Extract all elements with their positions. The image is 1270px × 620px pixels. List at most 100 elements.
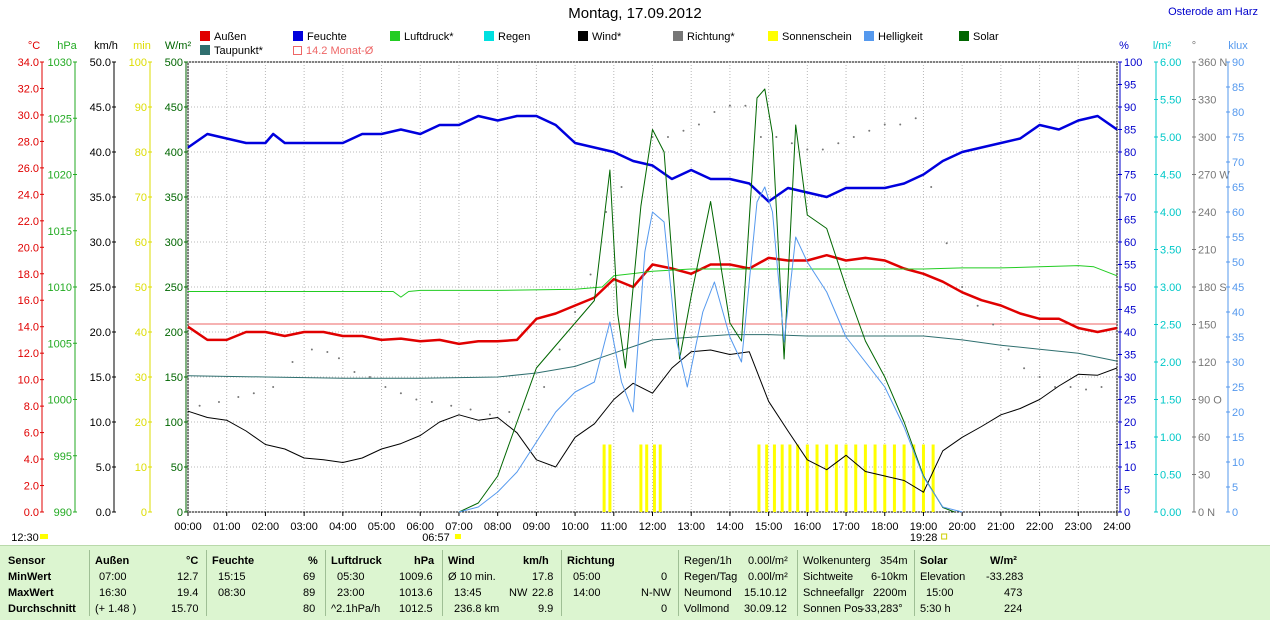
richtung-point: [713, 111, 716, 113]
axis-tick-label: 5.00: [1160, 132, 1181, 144]
axis-tick-label: 990: [54, 507, 72, 519]
sunshine-bar: [825, 444, 829, 512]
header-feuchte: Feuchte: [212, 555, 255, 567]
sunshine-bar: [788, 444, 792, 512]
legend-label: Richtung*: [687, 31, 735, 43]
axis-tick-label: 100: [129, 57, 147, 69]
axis-tick-label: 90: [1124, 102, 1136, 114]
sonnen-pos-value: -33,283°: [861, 603, 903, 615]
x-tick-label: 19:00: [910, 521, 938, 533]
richtung-point: [558, 348, 561, 351]
sunshine-bar: [757, 444, 761, 512]
richtung-max-value: N-NW: [641, 587, 671, 599]
wolkenunterg-value: 354m: [880, 555, 908, 567]
axis-tick-label: 270 W: [1198, 170, 1230, 182]
sunshine-bar: [796, 444, 800, 512]
x-tick-label: 21:00: [987, 521, 1015, 533]
legend-item: Regen: [484, 31, 530, 43]
legend-label: 14.2 Monat-Ø: [306, 45, 374, 57]
wolkenunterg-label: Wolkenunterg: [803, 555, 871, 567]
richtung-avg-value: 0: [661, 603, 668, 615]
richtung-point: [488, 413, 491, 416]
sunshine-bar: [602, 444, 606, 512]
axis-tick-label: 50: [135, 282, 147, 294]
legend-label: Regen: [498, 31, 531, 43]
richtung-point: [728, 104, 731, 107]
luftdruck-max-value: 1013.6: [399, 587, 433, 599]
axis-tick-label: 300: [1198, 132, 1216, 144]
sunshine-bar: [772, 444, 776, 512]
richtung-point: [759, 136, 762, 138]
sunshine-bar: [780, 444, 784, 512]
axis-tick-label: 70: [1232, 157, 1244, 169]
neumond-label: Neumond: [684, 587, 732, 599]
axis-tick-label: 60: [1232, 207, 1244, 219]
legend-item: Taupunkt*: [200, 45, 263, 57]
axis-tick-label: 995: [54, 451, 72, 463]
wind-total-distance: 236.8 km: [454, 603, 500, 615]
aussen-max-time: 16:30: [99, 587, 127, 599]
axis-tick-label: 330: [1198, 95, 1216, 107]
richtung-point: [605, 211, 608, 213]
axis-tick-label: 35: [1124, 350, 1136, 362]
wind-max-time: 13:45: [454, 587, 482, 599]
weather-chart: 00:00 01:00 02:00 03:00 04:00 05:00 06:00 07:00…: [11, 40, 1248, 544]
richtung-point: [1007, 348, 1010, 351]
richtung-point: [651, 136, 654, 138]
richtung-point: [1023, 367, 1026, 370]
legend-item: Solar: [959, 31, 999, 43]
axis-tick-label: 5: [1124, 485, 1130, 497]
series-line-auen: [187, 253, 1118, 346]
x-tick-label: 15:00: [755, 521, 783, 533]
axis-tick-label: 25: [1232, 382, 1244, 394]
legend-swatch: [200, 45, 210, 55]
aussen-avg-trend: (+ 1.48 ): [95, 603, 137, 615]
axis-tick-label: 5: [1232, 482, 1238, 494]
luftdruck-avg-value: 1012.5: [399, 603, 433, 615]
x-tick-label: 07:00: [445, 521, 473, 533]
axis-tick-label: 4.00: [1160, 207, 1181, 219]
richtung-point: [252, 392, 255, 395]
richtung-point: [237, 396, 240, 398]
axis-tick-label: 350: [165, 192, 183, 204]
richtung-point: [899, 123, 902, 126]
axis-tick-label: 24.0: [18, 189, 39, 201]
x-tick-label: 06:00: [406, 521, 434, 533]
wind-max-direction: NW: [509, 587, 528, 599]
legend-label: Wind*: [592, 31, 622, 43]
richtung-point: [368, 376, 371, 378]
wind-max-value: 22.8: [532, 587, 554, 599]
legend-swatch: [200, 31, 210, 41]
axis-tick-label: 0: [177, 507, 183, 519]
axis-tick-label: 30: [1124, 372, 1136, 384]
solar-max-value: 473: [1004, 587, 1023, 599]
series-line-helligkeit: [458, 186, 963, 513]
axis-tick-label: 5.50: [1160, 95, 1181, 107]
axis-tick-label: 32.0: [18, 83, 39, 95]
axis-tick-label: 34.0: [18, 57, 39, 69]
axis-tick-label: 300: [165, 237, 183, 249]
sunshine-bar: [608, 444, 612, 512]
sichtweite-value: 6-10km: [871, 571, 908, 583]
axis-tick-label: 45.0: [90, 102, 111, 114]
axis-unit-label: %: [1119, 40, 1129, 52]
legend-label: Helligkeit: [878, 31, 923, 43]
axis-tick-label: 100: [165, 417, 183, 429]
feuchte-min-time: 15:15: [218, 571, 246, 583]
axis-tick-label: 0.0: [96, 507, 111, 519]
axis-tick-label: 22.0: [18, 216, 39, 228]
richtung-point: [775, 136, 778, 138]
axis-tick-label: 3.00: [1160, 282, 1181, 294]
richtung-point: [868, 129, 871, 132]
sunshine-bar: [902, 444, 906, 512]
richtung-point: [806, 148, 809, 151]
regen-1h-label: Regen/1h: [684, 555, 732, 567]
sunshine-bar: [921, 444, 925, 512]
richtung-point: [914, 117, 917, 120]
row-label-max: MaxWert: [8, 587, 54, 599]
axis-tick-label: 90: [1232, 57, 1244, 69]
aussen-avg-value: 15.70: [171, 603, 199, 615]
axis-tick-label: 90 O: [1198, 395, 1222, 407]
axis-tick-label: 240: [1198, 207, 1216, 219]
neumond-value: 15.10.12: [744, 587, 787, 599]
